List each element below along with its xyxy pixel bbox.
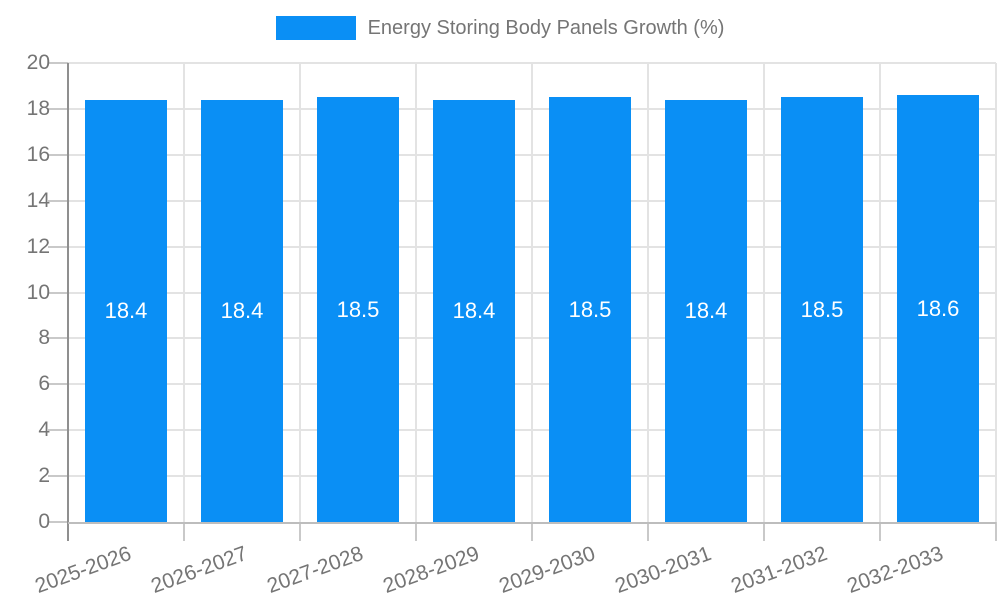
- legend-swatch: [275, 16, 356, 40]
- y-axis-line: [67, 63, 69, 541]
- y-axis-tick-label: 10: [26, 280, 50, 304]
- y-axis-tick-label: 2: [38, 464, 50, 488]
- y-axis-tick: [48, 475, 68, 478]
- legend-label: Energy Storing Body Panels Growth (%): [367, 17, 725, 39]
- y-axis-tick-label: 18: [26, 96, 50, 120]
- bar[interactable]: 18.5: [549, 97, 631, 522]
- x-axis-tick: [647, 522, 649, 541]
- x-axis-tick-label: 2028-2029: [379, 542, 482, 598]
- bar[interactable]: 18.4: [665, 99, 747, 522]
- x-axis-tick: [183, 522, 185, 541]
- v-gridline: [995, 63, 997, 522]
- bar[interactable]: 18.4: [201, 99, 283, 522]
- v-gridline: [415, 63, 417, 522]
- x-axis-tick: [299, 522, 301, 541]
- v-gridline: [299, 63, 301, 522]
- x-axis-tick-label: 2030-2031: [611, 542, 714, 598]
- y-axis-tick-label: 14: [26, 188, 50, 212]
- y-axis-tick: [48, 62, 68, 64]
- x-axis-tick-label: 2025-2026: [31, 542, 134, 598]
- bar[interactable]: 18.6: [897, 95, 979, 522]
- y-axis-tick-label: 0: [38, 510, 50, 533]
- y-axis-tick-label: 16: [26, 142, 50, 166]
- bar-value-label: 18.5: [800, 296, 844, 322]
- x-axis-tick-label: 2029-2030: [495, 542, 598, 598]
- x-axis-tick: [763, 522, 765, 541]
- x-axis-tick: [415, 522, 417, 541]
- bar[interactable]: 18.4: [85, 99, 167, 522]
- x-axis-tick: [531, 522, 533, 541]
- bar[interactable]: 18.4: [433, 99, 515, 522]
- x-axis-tick-label: 2031-2032: [727, 542, 830, 598]
- y-axis-tick: [48, 521, 68, 523]
- x-axis-tick-label: 2027-2028: [263, 542, 366, 598]
- x-axis-tick-label: 2032-2033: [843, 542, 946, 598]
- y-axis-tick-label: 20: [26, 51, 50, 74]
- bar-value-label: 18.5: [568, 296, 612, 322]
- bar[interactable]: 18.5: [317, 97, 399, 522]
- x-axis-tick: [995, 522, 997, 541]
- y-axis-tick: [48, 291, 68, 294]
- y-axis-tick: [48, 337, 68, 340]
- bar-value-label: 18.6: [916, 295, 960, 321]
- v-gridline: [763, 63, 765, 522]
- bar-value-label: 18.4: [104, 297, 148, 323]
- y-axis-tick-label: 6: [38, 372, 50, 396]
- y-axis-tick-label: 8: [38, 326, 50, 350]
- y-axis-tick: [48, 383, 68, 386]
- y-axis-tick: [48, 429, 68, 432]
- bar-value-label: 18.4: [452, 297, 496, 323]
- v-gridline: [183, 63, 185, 522]
- v-gridline: [879, 63, 881, 522]
- x-axis-tick: [879, 522, 881, 541]
- x-axis-line: [68, 522, 996, 524]
- x-axis-tick-label: 2026-2027: [147, 542, 250, 598]
- y-axis-tick: [48, 107, 68, 110]
- bar-value-label: 18.5: [336, 296, 380, 322]
- y-axis-tick: [48, 245, 68, 248]
- bar[interactable]: 18.5: [781, 97, 863, 522]
- y-axis-tick: [48, 153, 68, 156]
- y-axis-tick: [48, 199, 68, 202]
- bar-value-label: 18.4: [220, 297, 264, 323]
- chart-legend[interactable]: Energy Storing Body Panels Growth (%): [0, 16, 1000, 40]
- y-axis-tick-label: 12: [26, 234, 50, 258]
- v-gridline: [531, 63, 533, 522]
- y-axis-tick-label: 4: [38, 418, 50, 442]
- bar-value-label: 18.4: [684, 297, 728, 323]
- v-gridline: [647, 63, 649, 522]
